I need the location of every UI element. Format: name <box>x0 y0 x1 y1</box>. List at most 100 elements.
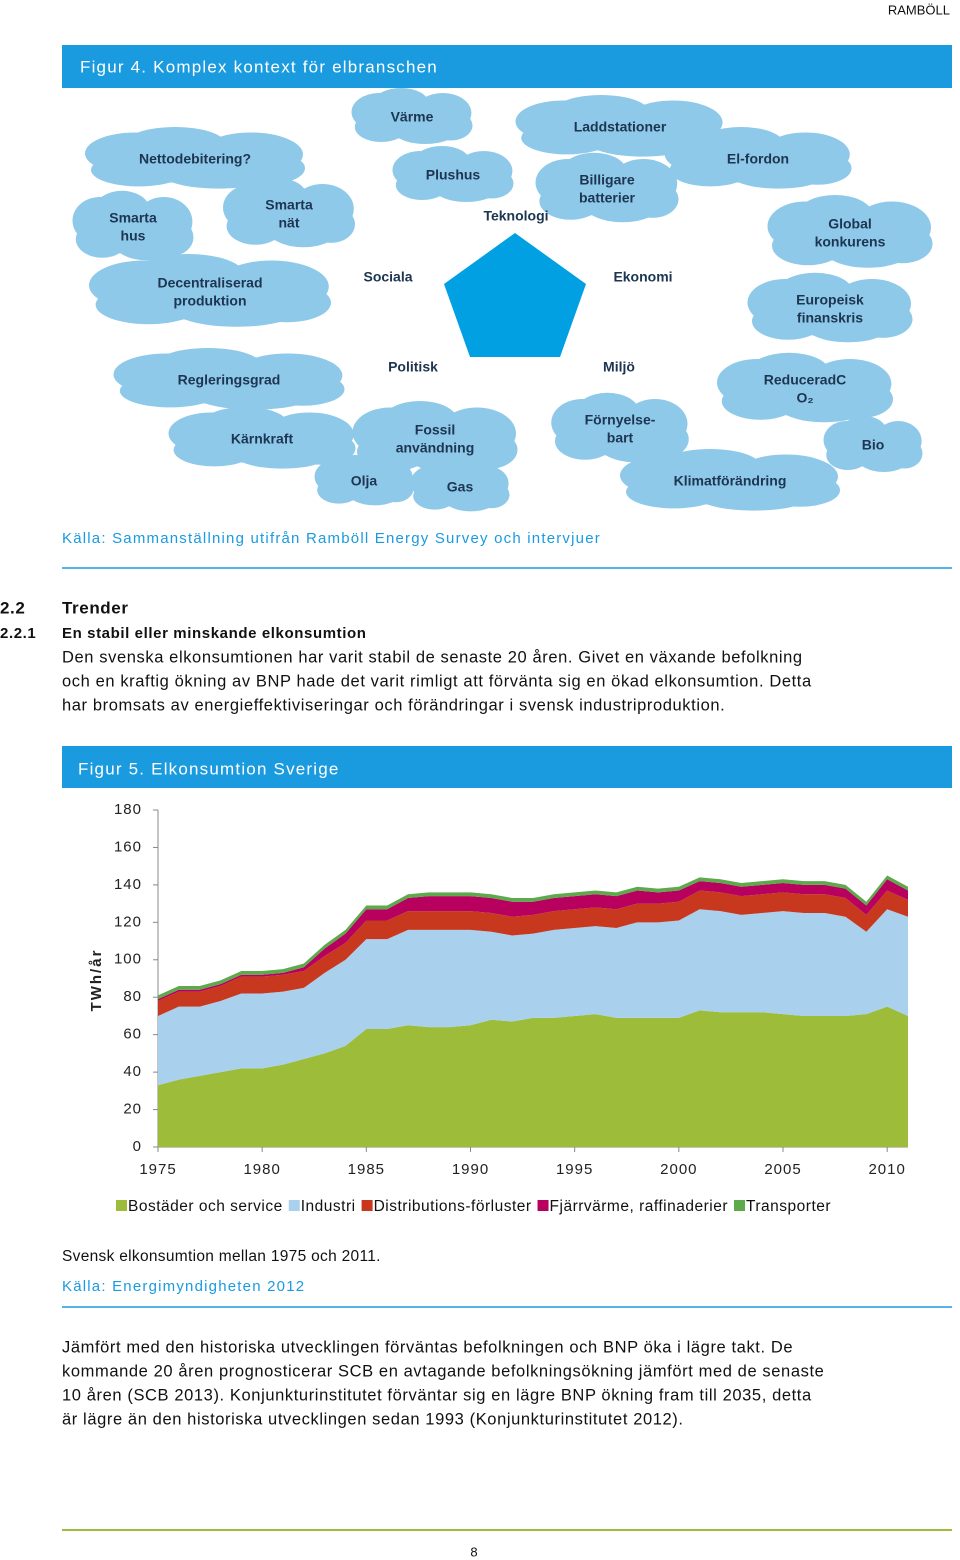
paragraph-line: Den svenska elkonsumtionen har varit sta… <box>62 648 803 666</box>
cloud-shape <box>760 473 840 507</box>
cloud-label: batterier <box>579 190 636 206</box>
cloud-label: användning <box>396 440 475 456</box>
cloud-shape <box>155 348 261 381</box>
paragraph-line: 10 åren (SCB 2013). Konjunkturinstitutet… <box>62 1386 812 1404</box>
y-axis-label: TWh/år <box>88 949 105 1012</box>
cloud-shape <box>749 352 829 390</box>
cloud-shape <box>307 205 355 243</box>
diagram-label: Miljö <box>603 359 635 375</box>
y-tick-label: 160 <box>114 838 142 855</box>
legend-item: Transporter <box>734 1198 831 1215</box>
cloud: Europeisk finanskris <box>747 272 913 343</box>
cloud: Regleringsgrad <box>113 348 345 410</box>
cloud-label: Decentraliserad <box>157 275 262 291</box>
cloud-shape <box>94 190 150 228</box>
cloud-shape <box>521 121 613 155</box>
cloud-label: Smarta <box>109 210 157 226</box>
cloud-label: Plushus <box>426 167 481 183</box>
cloud-shape <box>133 254 243 293</box>
pentagon <box>444 233 586 357</box>
cloud: Fossil användning <box>352 401 518 474</box>
x-tick-label: 2005 <box>764 1161 801 1178</box>
cloud: Nettodebitering? <box>85 127 305 189</box>
cloud-shape <box>777 272 853 310</box>
y-tick-label: 40 <box>123 1063 142 1080</box>
legend-swatch <box>116 1200 127 1211</box>
cloud-shape <box>660 449 760 482</box>
cloud-shape <box>457 430 518 470</box>
cloud-shape <box>539 182 602 220</box>
brand: RAMBÖLL <box>888 2 950 17</box>
cloud-shape <box>428 461 474 488</box>
cloud-shape <box>428 110 473 141</box>
cloud-shape <box>852 300 913 338</box>
paragraph-line: och en kraftig ökning av BNP hade det va… <box>62 672 812 690</box>
cloud-shape <box>626 180 679 218</box>
area <box>158 1006 908 1147</box>
legend-label: Industri <box>301 1198 356 1215</box>
y-tick-label: 180 <box>114 801 142 818</box>
cloud: Förnyelse-bart <box>551 392 689 463</box>
cloud-shape <box>698 127 784 160</box>
cloud-shape <box>91 153 187 187</box>
cloud: Olja <box>314 455 414 506</box>
cloud-shape <box>75 220 129 258</box>
cloud-shape <box>576 392 639 430</box>
cloud-label: Billigare <box>579 172 634 188</box>
subsection-title: En stabil eller minskande elkonsumtion <box>62 625 367 642</box>
section-title: Trender <box>62 598 129 617</box>
cloud: Smarta hus <box>72 190 194 261</box>
figure-title: Figur 4. Komplex kontext för elbranschen <box>80 57 438 76</box>
cloud-shape <box>225 151 305 185</box>
cloud-shape <box>202 407 288 440</box>
cloud-label: Europeisk <box>796 292 864 308</box>
cloud-shape <box>247 177 307 215</box>
legend-item: Fjärrvärme, raffinaderier <box>537 1198 728 1215</box>
cloud-label: Nettodebitering? <box>139 151 251 167</box>
cloud-shape <box>317 476 361 504</box>
cloud-shape <box>872 224 933 264</box>
cloud: Bio <box>823 416 923 472</box>
cloud: ReduceradC O₂ <box>717 352 893 423</box>
cloud-shape <box>553 95 649 128</box>
cloud-shape <box>886 438 923 469</box>
cloud: Billigare batterier <box>535 152 679 223</box>
cloud-shape <box>772 226 844 266</box>
diagram-label: Politisk <box>388 359 438 375</box>
cloud-label: Värme <box>391 109 434 125</box>
cloud-shape <box>829 380 893 418</box>
area <box>158 875 908 1000</box>
legend-item: Industri <box>288 1198 356 1215</box>
cloud-shape <box>826 440 870 470</box>
figure-title-bar <box>62 45 952 88</box>
cloud-shape <box>173 433 256 467</box>
cloud: Global konkurens <box>767 195 933 268</box>
cloud-shape <box>561 152 627 190</box>
cloud-label: finanskris <box>797 310 863 326</box>
cloud-label: konkurens <box>815 234 886 250</box>
legend-swatch <box>734 1200 745 1211</box>
cloud-label: hus <box>121 228 146 244</box>
cloud-label: ReduceradC <box>764 372 846 388</box>
cloud: El-fordon <box>664 127 852 189</box>
cloud-label: Kärnkraft <box>231 431 294 447</box>
cloud: Värme <box>351 88 473 144</box>
cloud-shape <box>626 475 722 509</box>
legend-swatch <box>288 1200 300 1211</box>
chart: 0 20 40 60 80 100 120 140 160 180 1975 1980 1985 1990… <box>88 801 908 1215</box>
y-tick-label: 140 <box>114 876 142 893</box>
cloud-shape <box>382 401 458 440</box>
cloud-shape <box>797 195 873 234</box>
legend-label: Transporter <box>746 1198 831 1215</box>
cloud-label: Olja <box>351 473 378 489</box>
cloud-shape <box>721 382 799 420</box>
legend-label: Bostäder och service <box>128 1198 283 1215</box>
figure-source: Källa: Sammanställning utifrån Ramböll E… <box>62 530 601 547</box>
x-tick-label: 2010 <box>868 1161 905 1178</box>
cloud-shape <box>95 285 202 325</box>
figure-title-bar <box>62 746 952 788</box>
legend-item: Distributions-förluster <box>361 1198 531 1215</box>
area <box>158 890 908 1016</box>
